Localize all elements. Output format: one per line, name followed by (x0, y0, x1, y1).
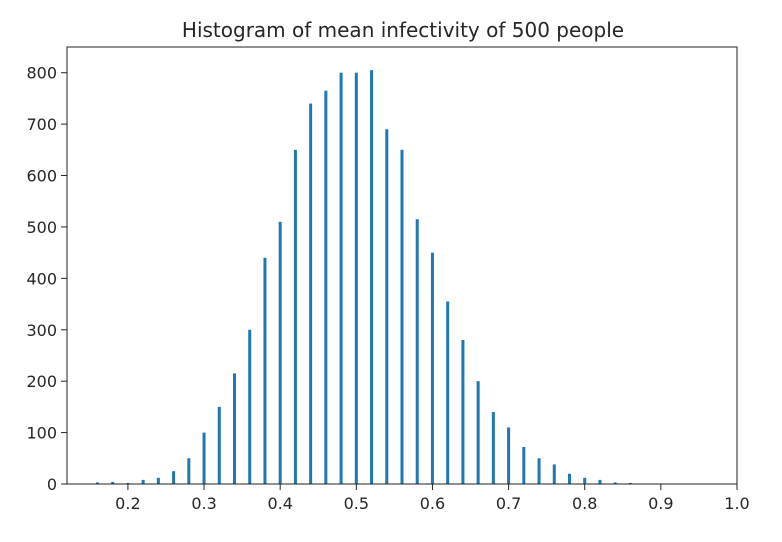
x-axis: 0.2 0.3 0.4 0.5 0.6 0.7 0.8 0.9 1.0 (115, 484, 750, 513)
histogram-bar (430, 252, 434, 484)
histogram-bar (339, 72, 343, 485)
y-tick-label: 100 (26, 424, 57, 443)
histogram-bar (491, 412, 495, 484)
y-axis: 0 100 200 300 400 500 600 700 800 (26, 64, 67, 494)
x-tick-label: 1.0 (724, 494, 749, 513)
histogram-bar (583, 477, 587, 484)
x-tick-label: 0.2 (115, 494, 140, 513)
histogram-bar (278, 221, 282, 485)
histogram-bar (172, 471, 176, 484)
histogram-bar (522, 446, 526, 484)
histogram-bar (476, 381, 480, 484)
histogram-bar (598, 479, 602, 484)
x-tick-label: 0.5 (344, 494, 369, 513)
histogram-bar (507, 427, 511, 484)
y-tick-label: 600 (26, 167, 57, 186)
y-tick-label: 400 (26, 269, 57, 288)
histogram-bar (400, 149, 404, 484)
y-tick-label: 0 (47, 475, 57, 494)
histogram-bar (156, 477, 160, 484)
histogram-bar (537, 458, 541, 484)
histogram-bar (568, 473, 571, 484)
y-tick-label: 800 (26, 64, 57, 83)
histogram-bar (187, 458, 191, 484)
plot-frame (66, 46, 738, 485)
y-tick-label: 300 (26, 321, 57, 340)
histogram-bar (248, 329, 252, 484)
histogram-bar (293, 149, 297, 484)
chart-title: Histogram of mean infectivity of 500 peo… (182, 18, 624, 42)
x-tick-label: 0.6 (420, 494, 445, 513)
x-tick-label: 0.4 (267, 494, 292, 513)
histogram-bar (613, 482, 617, 484)
histogram-bar (263, 257, 267, 484)
x-tick-label: 0.9 (648, 494, 673, 513)
histogram-bar (324, 90, 328, 484)
histogram-bar (370, 70, 374, 484)
histogram-bar (385, 129, 389, 484)
x-tick-label: 0.8 (572, 494, 597, 513)
y-tick-label: 700 (26, 115, 57, 134)
x-tick-label: 0.3 (191, 494, 216, 513)
histogram-bar (461, 340, 465, 484)
histogram-bar (309, 103, 313, 485)
histogram-bar (141, 479, 145, 484)
histogram-bar (111, 481, 115, 484)
histogram-bar (233, 373, 236, 484)
histogram-bar (95, 482, 99, 484)
bars-layer (95, 70, 632, 485)
histogram-bar (354, 72, 358, 485)
y-tick-label: 500 (26, 218, 57, 237)
histogram-bar (202, 432, 206, 484)
histogram-bar (126, 482, 130, 484)
histogram-bar (446, 301, 450, 484)
histogram-bar (628, 482, 632, 484)
y-tick-label: 200 (26, 372, 57, 391)
x-tick-label: 0.7 (496, 494, 521, 513)
histogram-bar (552, 464, 556, 484)
histogram-bar (217, 406, 221, 484)
histogram-bar (415, 219, 419, 485)
